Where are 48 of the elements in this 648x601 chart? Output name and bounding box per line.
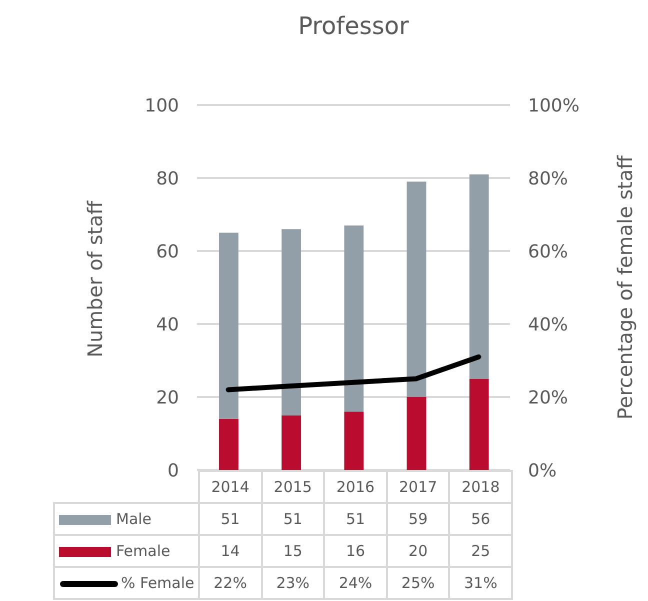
y2-tick-label: 80%: [528, 168, 568, 190]
data-label: 31%: [449, 567, 512, 599]
legend-label: Female: [116, 542, 170, 560]
bar: [219, 232, 238, 419]
y2-tick-label: 40%: [528, 314, 568, 336]
y-axis-title: Number of staff: [83, 200, 108, 358]
y2-tick-label: 0%: [528, 460, 557, 482]
data-label: 15: [262, 535, 324, 567]
bar: [282, 415, 302, 470]
data-label: 23%: [262, 567, 324, 599]
bar: [282, 229, 302, 416]
data-label: 51: [262, 503, 324, 535]
bar: [344, 412, 364, 470]
data-label: 59: [386, 503, 450, 535]
y-tick-label: 100: [144, 95, 179, 116]
data-label: 56: [449, 503, 512, 535]
bar: [219, 418, 238, 470]
bar: [406, 182, 426, 397]
x-tick-label: 2018: [449, 471, 512, 503]
data-label: 14: [199, 535, 262, 567]
x-tick-label: 2016: [324, 471, 387, 503]
data-label: 25: [449, 535, 512, 567]
data-label: 16: [324, 535, 387, 567]
data-label: 51: [199, 503, 262, 535]
data-label: 51: [324, 503, 387, 535]
y-tick-label: 0: [168, 460, 179, 482]
y-tick-label: 20: [156, 387, 179, 408]
y2-tick-label: 100%: [528, 95, 580, 116]
y2-axis-title: Percentage of female staff: [613, 154, 638, 420]
y-tick-label: 80: [156, 168, 179, 190]
bar: [406, 397, 426, 470]
x-tick-label: 2015: [262, 471, 324, 503]
bar: [344, 225, 364, 412]
y2-tick-label: 20%: [528, 387, 568, 408]
y-tick-label: 60: [156, 241, 179, 262]
bar: [469, 174, 489, 379]
data-label: 20: [386, 535, 450, 567]
legend-label: % Female: [121, 574, 194, 592]
y2-tick-label: 60%: [528, 241, 568, 262]
x-tick-label: 2014: [199, 471, 262, 503]
data-label: 22%: [199, 567, 262, 599]
chart-title: Professor: [297, 12, 410, 40]
bar: [469, 378, 489, 470]
x-tick-label: 2017: [386, 471, 450, 503]
data-label: 25%: [386, 567, 450, 599]
data-label: 24%: [324, 567, 387, 599]
legend-label: Male: [116, 510, 152, 528]
y-tick-label: 40: [156, 314, 179, 336]
